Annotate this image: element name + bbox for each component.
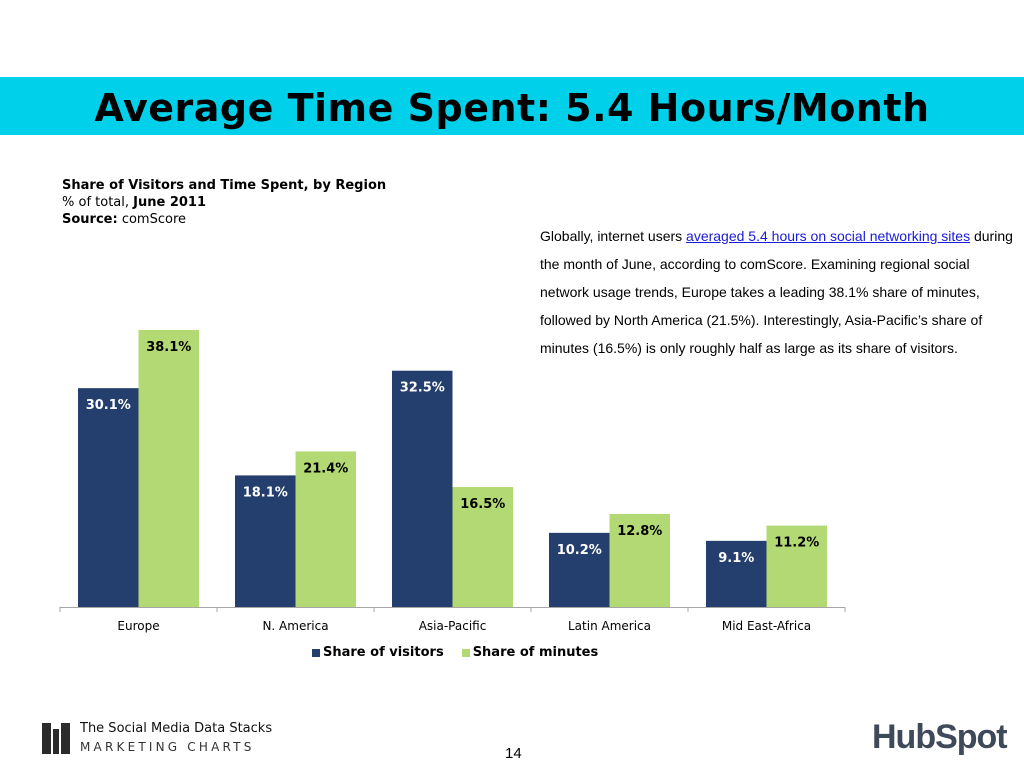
bar-visitors-3: [549, 532, 610, 607]
chart-title: Share of Visitors and Time Spent, by Reg…: [62, 178, 387, 193]
data-label-minutes-2: 16.5%: [460, 497, 505, 512]
chart-subtitle-prefix: % of total,: [62, 195, 134, 210]
slide-title: Average Time Spent: 5.4 Hours/Month: [94, 86, 930, 130]
data-label-minutes-4: 11.2%: [774, 536, 819, 551]
bar-visitors-2: [392, 370, 453, 607]
chart-legend: Share of visitors Share of minutes: [312, 645, 616, 660]
bar-minutes-0: [138, 330, 199, 607]
data-label-visitors-0: 30.1%: [86, 398, 131, 413]
hubspot-logo: HubSpot: [872, 718, 1008, 756]
data-label-minutes-3: 12.8%: [617, 524, 662, 539]
bar-visitors-4: [706, 540, 767, 607]
source-value: comScore: [117, 212, 186, 227]
legend-swatch-minutes: [461, 648, 470, 657]
chart-subtitle: % of total, June 2011: [62, 194, 386, 211]
description-after: during the month of June, according to c…: [540, 228, 1013, 356]
legend-swatch-visitors: [312, 648, 320, 657]
legend-item-minutes: Share of minutes: [461, 645, 599, 660]
data-label-visitors-1: 18.1%: [243, 485, 288, 500]
chart-header: Share of Visitors and Time Spent, by Reg…: [62, 177, 386, 228]
page-number: 14: [505, 745, 522, 762]
bar-minutes-4: [766, 525, 827, 607]
data-label-visitors-3: 10.2%: [557, 543, 602, 558]
x-tick-label-3: Latin America: [568, 619, 651, 633]
marketing-charts-logo-icon: [42, 723, 70, 754]
data-label-visitors-4: 9.1%: [718, 551, 754, 566]
x-tick-label-0: Europe: [117, 619, 159, 633]
x-tick-label-4: Mid East-Africa: [722, 619, 811, 633]
data-label-minutes-1: 21.4%: [303, 461, 348, 476]
data-label-visitors-2: 32.5%: [400, 381, 445, 396]
comscore-link[interactable]: averaged 5.4 hours on social networking …: [686, 228, 971, 244]
brand-line2: MARKETING CHARTS: [80, 740, 255, 754]
chart-subtitle-date: June 2011: [133, 195, 207, 210]
x-tick-label-2: Asia-Pacific: [419, 619, 487, 633]
description-text: Globally, internet users averaged 5.4 ho…: [540, 222, 1018, 362]
bar-minutes-2: [452, 487, 513, 607]
legend-label-minutes: Share of minutes: [472, 645, 599, 660]
legend-label-visitors: Share of visitors: [323, 645, 444, 660]
x-tick-label-1: N. America: [262, 619, 328, 633]
chart-source: Source: comScore: [62, 211, 386, 228]
source-label: Source:: [62, 212, 118, 227]
bar-visitors-0: [78, 388, 139, 607]
bar-minutes-1: [295, 451, 356, 607]
data-label-minutes-0: 38.1%: [146, 340, 191, 355]
brand-line1: The Social Media Data Stacks: [80, 721, 273, 736]
title-band: Average Time Spent: 5.4 Hours/Month: [0, 77, 1024, 135]
description-before: Globally, internet users: [540, 228, 687, 244]
bar-visitors-1: [235, 475, 296, 607]
bar-minutes-3: [609, 513, 670, 607]
legend-item-visitors: Share of visitors: [312, 645, 444, 660]
